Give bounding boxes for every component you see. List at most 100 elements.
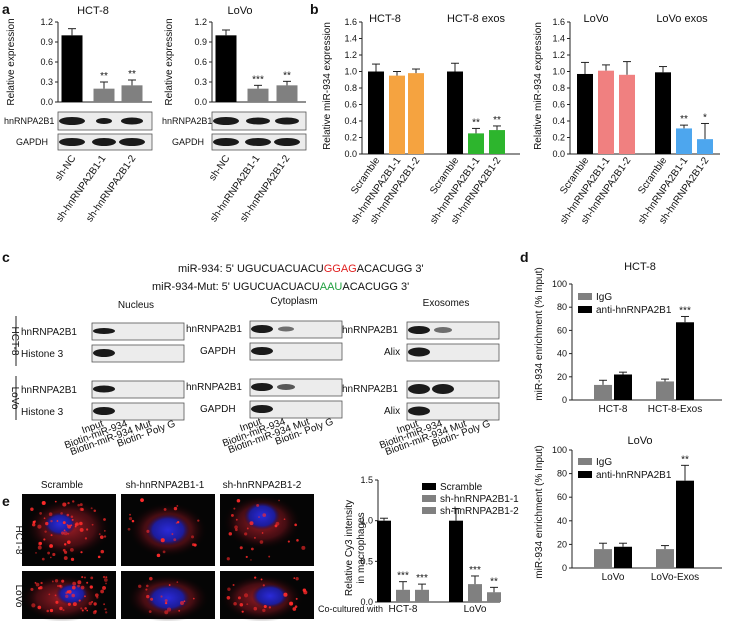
b-left-bar	[468, 133, 484, 154]
red-punctum	[37, 605, 42, 610]
red-punctum	[178, 609, 181, 612]
red-punctum	[77, 584, 80, 588]
e-chart-ytick-label: 0.0	[360, 597, 373, 607]
red-punctum	[43, 517, 46, 520]
red-punctum	[150, 597, 154, 601]
red-punctum	[226, 595, 231, 600]
panel-label-a: a	[2, 1, 10, 17]
b-right-ytick-label: 1.4	[552, 34, 565, 44]
c-cyto-label-1: hnRNPA2B1	[186, 324, 242, 335]
b-left-ytick-label: 0.8	[344, 83, 357, 93]
d-top-bar	[594, 384, 612, 400]
a-left-bar	[61, 35, 83, 103]
c-seq-wt: miR-934: 5' UGUCUACUACUGGAGACACUGG 3'	[178, 263, 424, 275]
red-punctum	[262, 513, 267, 517]
red-punctum	[93, 509, 97, 512]
red-punctum	[162, 550, 166, 554]
red-punctum	[63, 531, 68, 536]
d-top-ytick-label: 0	[562, 395, 567, 405]
b-right-bar	[676, 128, 692, 154]
red-punctum	[93, 602, 97, 606]
red-punctum	[237, 596, 241, 600]
b-left-bar	[389, 75, 405, 154]
b-right-sig: **	[680, 114, 688, 125]
red-punctum	[67, 602, 71, 606]
chart-b-right: 0.00.20.40.60.81.01.21.41.6** *Scramblesh…	[552, 17, 720, 226]
d-bottom-ytick-label: 40	[557, 516, 567, 526]
red-punctum	[292, 607, 297, 611]
red-punctum	[296, 539, 299, 542]
a-right-ytick-label: 0.9	[194, 37, 207, 47]
red-punctum	[49, 608, 54, 613]
red-punctum	[71, 593, 76, 598]
c-exo-label-1: hnRNPA2B1	[342, 325, 398, 336]
red-punctum	[138, 584, 142, 588]
e-chart-bar	[415, 589, 429, 602]
c-seq-wt-site: GGAG	[324, 263, 357, 275]
red-punctum	[30, 507, 34, 511]
e-chart-bar	[396, 589, 410, 602]
red-punctum	[63, 556, 68, 560]
red-punctum	[61, 531, 65, 535]
a-left-sig: **	[128, 69, 136, 80]
b-left-sig: **	[493, 115, 501, 126]
b-left-bar	[408, 73, 424, 154]
a-left-blot	[57, 111, 153, 151]
b-group-hct8-exos: HCT-8 exos	[447, 13, 506, 25]
red-punctum	[283, 518, 286, 521]
red-punctum	[49, 556, 52, 559]
red-punctum	[70, 557, 75, 562]
b-left-bar	[447, 71, 463, 154]
red-punctum	[156, 553, 161, 558]
red-punctum	[246, 527, 249, 530]
a-left-ytick-label: 0.3	[40, 77, 53, 87]
d-bottom-ytick-label: 80	[557, 469, 567, 479]
red-punctum	[235, 518, 238, 521]
b-left-ytick-label: 1.0	[344, 67, 357, 77]
b-right-bar	[655, 72, 671, 154]
red-punctum	[295, 597, 298, 600]
e-chart-bar	[468, 584, 482, 602]
red-punctum	[42, 501, 45, 504]
red-punctum	[232, 583, 235, 586]
a-right-xtick-1: sh-NC	[207, 153, 232, 183]
red-punctum	[52, 552, 56, 557]
red-punctum	[127, 527, 131, 531]
svg-text:Scramble: Scramble	[440, 482, 483, 493]
svg-text:sh-hnRNPA2B1-2: sh-hnRNPA2B1-2	[440, 506, 519, 517]
a-left-bar	[93, 88, 115, 102]
d-top-bar	[676, 322, 694, 400]
red-punctum	[293, 577, 296, 579]
red-punctum	[43, 538, 46, 541]
red-punctum	[236, 498, 241, 503]
a-left-bar	[121, 85, 143, 102]
red-punctum	[65, 594, 69, 598]
red-punctum	[164, 601, 168, 605]
red-punctum	[94, 610, 97, 613]
e-image-lovo-sh2	[220, 571, 314, 621]
d-bottom-ytick-label: 100	[552, 445, 567, 455]
a-left-ytick-label: 0.6	[40, 57, 53, 67]
red-punctum	[79, 527, 84, 532]
red-punctum	[294, 523, 297, 527]
red-punctum	[146, 584, 149, 588]
d-bottom-xtick-label: LoVo	[602, 572, 625, 583]
red-punctum	[235, 528, 238, 532]
red-punctum	[62, 609, 65, 612]
red-punctum	[256, 503, 260, 507]
red-punctum	[67, 532, 70, 535]
e-chart-bar	[449, 520, 463, 602]
red-punctum	[164, 599, 168, 603]
b-right-ytick-label: 1.2	[552, 50, 565, 60]
red-punctum	[258, 516, 260, 518]
b-left-bar	[489, 130, 505, 154]
svg-text:IgG: IgG	[596, 292, 612, 303]
red-punctum	[105, 576, 108, 579]
red-punctum	[173, 538, 177, 542]
red-punctum	[259, 540, 264, 544]
d-bottom-ytick-label: 60	[557, 492, 567, 502]
e-image-lovo-scramble	[20, 571, 116, 621]
red-punctum	[66, 540, 71, 544]
red-punctum	[91, 523, 94, 526]
red-punctum	[176, 505, 179, 507]
